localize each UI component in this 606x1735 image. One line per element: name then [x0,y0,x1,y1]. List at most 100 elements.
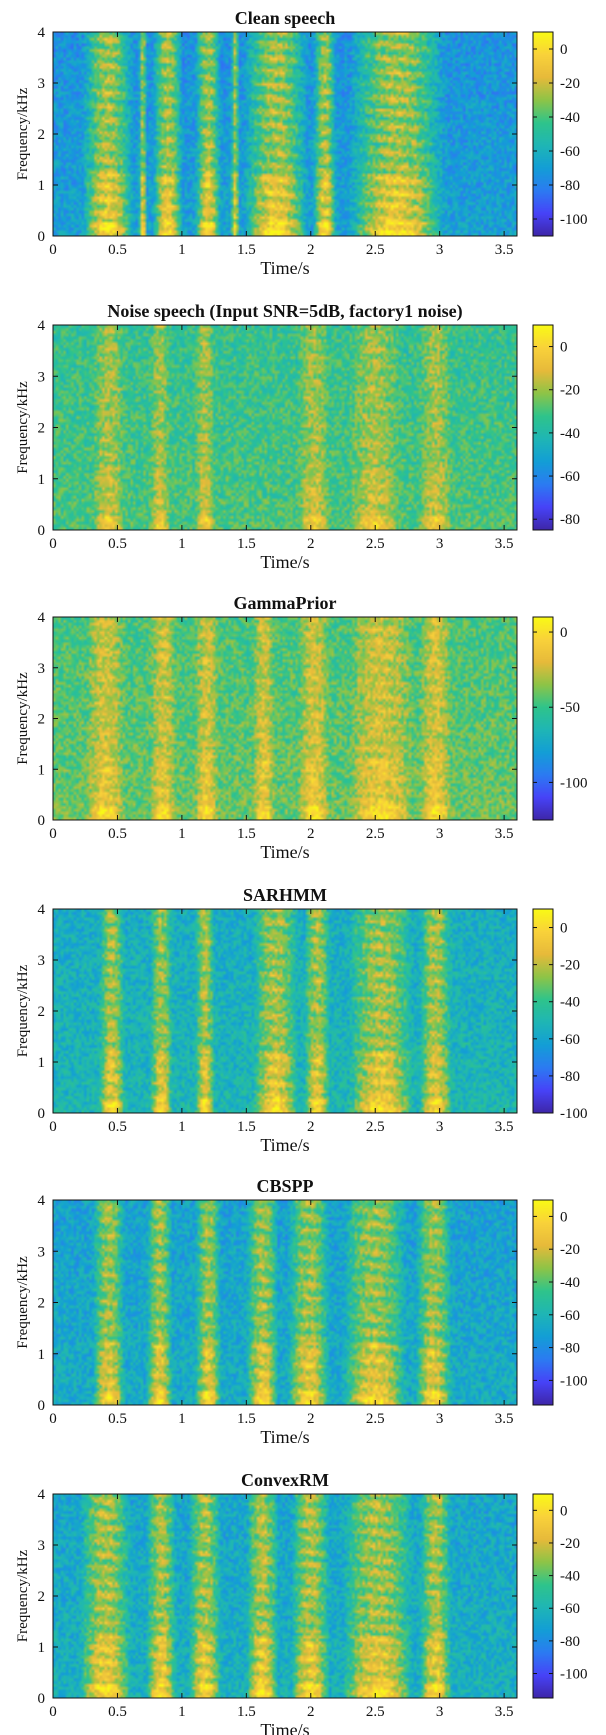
colorbar [533,617,553,820]
x-axis-label: Time/s [260,552,309,572]
colorbar-tick-label: -40 [560,110,580,126]
panel-title: CBSPP [256,1176,313,1196]
x-tick-label: 3.5 [495,1704,514,1720]
colorbar-tick-label: -80 [560,1069,580,1085]
spectrogram-heatmap [53,1494,517,1698]
x-tick-label: 0 [49,242,57,258]
y-tick-label: 1 [38,762,46,778]
x-tick-label: 1.5 [237,826,256,842]
y-axis-label: Frequency/kHz [15,964,31,1057]
x-tick-label: 1.5 [237,536,256,552]
y-tick-label: 1 [38,1640,46,1656]
x-tick-label: 1.5 [237,1411,256,1427]
x-tick-label: 3 [436,826,444,842]
y-axis-label: Frequency/kHz [15,1549,31,1642]
y-tick-label: 4 [38,25,46,41]
y-tick-label: 4 [38,318,46,334]
y-tick-label: 4 [38,610,46,626]
spectrogram-panel: SARHMM 0 0.5 1 1.5 2 2.5 3 3.5 0 1 2 3 4 Time/s Frequen… [15,885,588,1155]
colorbar-tick-label: -80 [560,1634,580,1650]
x-tick-label: 0.5 [108,1411,127,1427]
x-axis-label: Time/s [260,842,309,862]
x-axis-label: Time/s [260,1427,309,1447]
x-tick-label: 1.5 [237,1704,256,1720]
y-tick-label: 3 [38,661,46,677]
colorbar-tick-label: -40 [560,1275,580,1291]
y-tick-label: 1 [38,1055,46,1071]
x-tick-label: 0.5 [108,242,127,258]
colorbar-tick-label: -60 [560,1032,580,1048]
colorbar-tick-label: -100 [560,1667,588,1683]
panel-title: SARHMM [243,885,327,905]
x-tick-label: 3.5 [495,826,514,842]
x-tick-label: 0 [49,536,57,552]
colorbar-tick-label: -60 [560,1308,580,1324]
spectrogram-panel: CBSPP 0 0.5 1 1.5 2 2.5 3 3.5 0 1 2 3 4 Time/s Frequenc… [15,1176,588,1447]
x-tick-label: 2 [307,826,315,842]
spectrogram-heatmap [53,909,517,1113]
y-tick-label: 1 [38,1347,46,1363]
x-tick-label: 3 [436,536,444,552]
panel-title: Clean speech [235,8,336,28]
colorbar-tick-label: -60 [560,144,580,160]
colorbar-tick-label: -20 [560,1242,580,1258]
y-tick-label: 4 [38,1487,46,1503]
x-tick-label: 3.5 [495,242,514,258]
colorbar-frame [532,1199,554,1406]
y-tick-label: 3 [38,1538,46,1554]
colorbar-frame [532,616,554,821]
colorbar [533,909,553,1113]
y-axis-label: Frequency/kHz [15,1256,31,1349]
colorbar-tick-label: -80 [560,178,580,194]
y-tick-label: 2 [38,127,46,143]
y-axis-label: Frequency/kHz [15,381,31,474]
colorbar-tick-label: -100 [560,1373,588,1389]
colorbar [533,1494,553,1698]
y-tick-label: 3 [38,953,46,969]
x-tick-label: 0 [49,1704,57,1720]
y-tick-label: 2 [38,712,46,728]
x-tick-label: 0.5 [108,826,127,842]
y-tick-label: 0 [38,523,46,539]
colorbar-tick-label: -60 [560,469,580,485]
colorbar-tick-label: 0 [560,625,568,641]
colorbar-tick-label: -100 [560,212,588,228]
y-tick-label: 2 [38,1296,46,1312]
x-tick-label: 0.5 [108,1119,127,1135]
y-tick-label: 1 [38,178,46,194]
y-tick-label: 4 [38,902,46,918]
x-tick-label: 3.5 [495,536,514,552]
x-tick-label: 1 [178,536,186,552]
y-tick-label: 0 [38,813,46,829]
y-tick-label: 3 [38,76,46,92]
x-tick-label: 0 [49,1119,57,1135]
y-tick-label: 0 [38,1691,46,1707]
x-tick-label: 0.5 [108,536,127,552]
spectrogram-heatmap [53,617,517,820]
x-tick-label: 2.5 [366,242,385,258]
y-tick-label: 4 [38,1193,46,1209]
x-tick-label: 1 [178,242,186,258]
x-tick-label: 3.5 [495,1411,514,1427]
colorbar-tick-label: -20 [560,958,580,974]
colorbar-tick-label: -40 [560,995,580,1011]
spectrogram-panel: Clean speech 0 0.5 1 1.5 2 2.5 3 3.5 0 1 2 3 4 Time/s F… [15,8,588,278]
colorbar-frame [532,31,554,237]
x-tick-label: 0 [49,1411,57,1427]
x-tick-label: 1 [178,1119,186,1135]
y-tick-label: 0 [38,1398,46,1414]
x-axis-label: Time/s [260,1720,309,1735]
colorbar-tick-label: -100 [560,775,588,791]
x-tick-label: 1.5 [237,242,256,258]
y-tick-label: 2 [38,1004,46,1020]
colorbar-frame [532,1493,554,1699]
x-axis-label: Time/s [260,258,309,278]
x-tick-label: 1 [178,826,186,842]
colorbar-tick-label: -60 [560,1601,580,1617]
spectrogram-panel: Noise speech (Input SNR=5dB, factory1 no… [15,301,580,572]
y-tick-label: 2 [38,1589,46,1605]
colorbar [533,32,553,236]
y-tick-label: 1 [38,472,46,488]
x-tick-label: 2 [307,1704,315,1720]
